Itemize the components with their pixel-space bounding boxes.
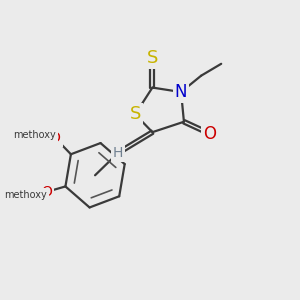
Text: H: H — [113, 146, 123, 160]
Text: O: O — [203, 125, 216, 143]
Text: N: N — [175, 83, 187, 101]
Text: S: S — [147, 49, 158, 67]
Text: methoxy: methoxy — [13, 130, 56, 140]
Text: O: O — [50, 131, 61, 145]
Text: methoxy: methoxy — [4, 190, 47, 200]
Text: O: O — [41, 185, 52, 199]
Text: S: S — [130, 105, 141, 123]
